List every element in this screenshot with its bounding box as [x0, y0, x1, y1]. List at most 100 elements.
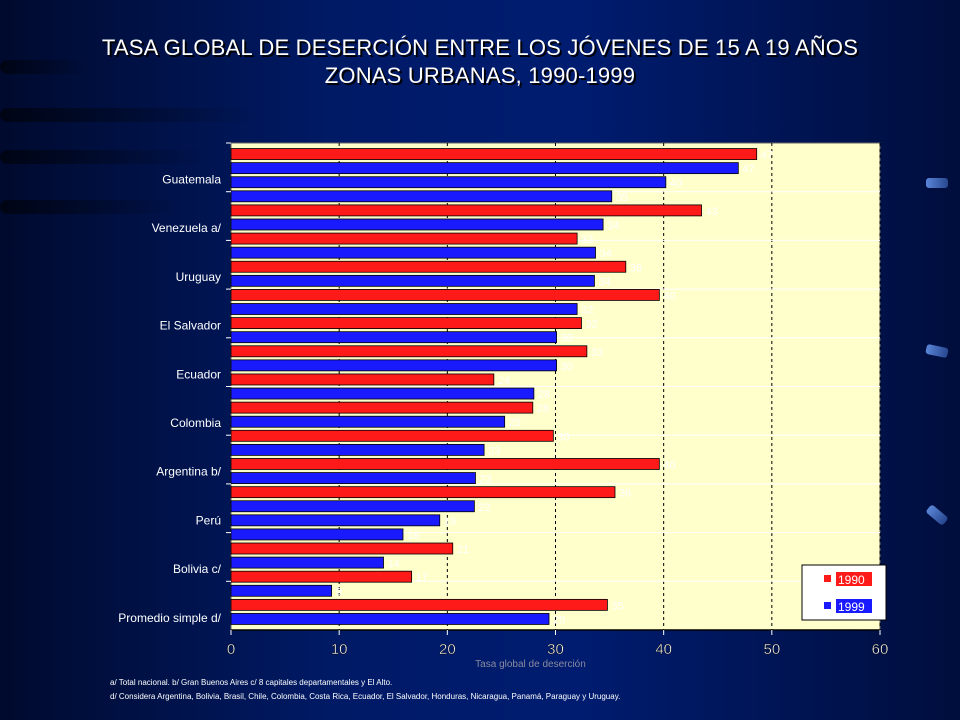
bar-1999 [230, 190, 613, 203]
data-label: 40 [670, 178, 682, 190]
data-label: 17 [416, 572, 428, 584]
category-label: Guatemala [162, 173, 221, 187]
bar-1990 [230, 373, 495, 386]
bg-streak [0, 200, 180, 214]
data-label: 35 [616, 192, 628, 204]
category-label: Venezuela a/ [152, 221, 222, 235]
bar-1999 [230, 528, 404, 541]
bar-1999 [230, 162, 739, 175]
data-label: 29 [553, 614, 565, 626]
data-label: 23 [488, 445, 500, 457]
title-line-1: TASA GLOBAL DE DESERCIÓN ENTRE LOS JÓVEN… [101, 35, 859, 60]
legend-swatch-1990 [824, 575, 831, 582]
bar-1990 [230, 204, 702, 217]
bar-1990 [230, 598, 608, 611]
x-axis-label: Tasa global de deserción [475, 659, 586, 670]
bar-1999 [230, 584, 332, 597]
x-tick-label: 40 [655, 641, 672, 658]
footnote-a: a/ Total nacional. b/ Gran Buenos Aires … [110, 678, 393, 687]
footnotes: a/ Total nacional. b/ Gran Buenos Aires … [110, 676, 620, 704]
category-label: Bolivia c/ [173, 562, 222, 576]
data-label: 23 [479, 474, 491, 486]
bar-1999 [230, 387, 535, 400]
data-label: 36 [630, 262, 642, 274]
bar-1999 [230, 176, 667, 189]
title-line-2: ZONAS URBANAS, 1990-1999 [324, 63, 636, 88]
x-tick-label: 0 [227, 641, 235, 658]
data-label: 21 [457, 544, 469, 556]
data-label: 14 [388, 558, 400, 570]
legend-swatch-1999 [824, 602, 831, 609]
bar-1999 [230, 331, 557, 344]
category-label: Ecuador [176, 367, 221, 381]
x-tick-label: 30 [547, 641, 564, 658]
data-label: 30 [561, 361, 573, 373]
x-tick-label: 60 [872, 641, 889, 658]
data-label: 30 [561, 333, 573, 345]
data-label: 34 [600, 248, 612, 260]
bar-1990 [230, 260, 627, 273]
bar-1999 [230, 218, 604, 231]
category-label: Uruguay [176, 270, 221, 284]
data-label: 32 [581, 234, 593, 246]
bar-1990 [230, 429, 554, 442]
data-label: 33 [591, 347, 603, 359]
data-label: 40 [663, 459, 675, 471]
bar-1999 [230, 514, 441, 527]
category-label: Promedio simple d/ [118, 611, 221, 625]
bar-1999 [230, 500, 475, 513]
data-label: 30 [557, 431, 569, 443]
data-label: 43 [706, 206, 718, 218]
category-label: Colombia [170, 416, 221, 430]
bar-1990 [230, 148, 758, 160]
bar-1990 [230, 345, 588, 358]
bar-1999 [230, 472, 476, 484]
data-label: 24 [498, 375, 510, 387]
data-label: 22 [478, 502, 490, 514]
bar-1990 [230, 486, 616, 499]
bar-1999 [230, 443, 485, 456]
legend-label-1999: 1999 [838, 600, 865, 614]
bar-1999 [230, 359, 557, 372]
data-label: 47 [742, 164, 754, 176]
footnote-d: d/ Considera Argentina, Bolivia, Brasil,… [110, 692, 621, 701]
data-label: 25 [509, 417, 521, 429]
bar-1999 [230, 556, 384, 569]
category-label: Argentina b/ [156, 465, 221, 479]
bar-1990 [230, 401, 534, 414]
legend-label-bg [836, 572, 872, 586]
data-label: 28 [538, 389, 550, 401]
bar-1990 [230, 570, 413, 583]
data-label: 28 [537, 403, 549, 415]
bar-1990 [230, 542, 454, 555]
bar-1990 [230, 317, 582, 330]
bar-1999 [230, 246, 596, 259]
bar-1990 [230, 289, 660, 301]
data-label: 32 [581, 305, 593, 317]
x-tick-label: 50 [763, 641, 780, 658]
bg-streak [0, 60, 90, 74]
data-label: 19 [444, 516, 456, 528]
data-label: 9 [336, 586, 342, 598]
bg-streak [0, 150, 210, 164]
x-tick-label: 10 [331, 641, 348, 658]
bar-1999 [230, 613, 550, 625]
bg-streak [0, 108, 260, 122]
edge-mark [926, 178, 948, 188]
data-label: 35 [611, 600, 623, 612]
data-label: 36 [619, 488, 631, 500]
category-label: Perú [196, 513, 221, 527]
bar-1990 [230, 232, 578, 245]
bar-1999 [230, 415, 506, 428]
bar-1999 [230, 274, 595, 287]
data-label: 16 [407, 530, 419, 542]
x-tick-label: 20 [439, 641, 456, 658]
bar-1990 [230, 458, 660, 470]
data-label: 34 [598, 276, 610, 288]
data-label: 40 [663, 290, 675, 302]
category-label: El Salvador [160, 319, 221, 333]
legend-label-1990: 1990 [838, 573, 865, 587]
data-label: 32 [585, 319, 597, 331]
data-label: 47 [761, 150, 773, 162]
